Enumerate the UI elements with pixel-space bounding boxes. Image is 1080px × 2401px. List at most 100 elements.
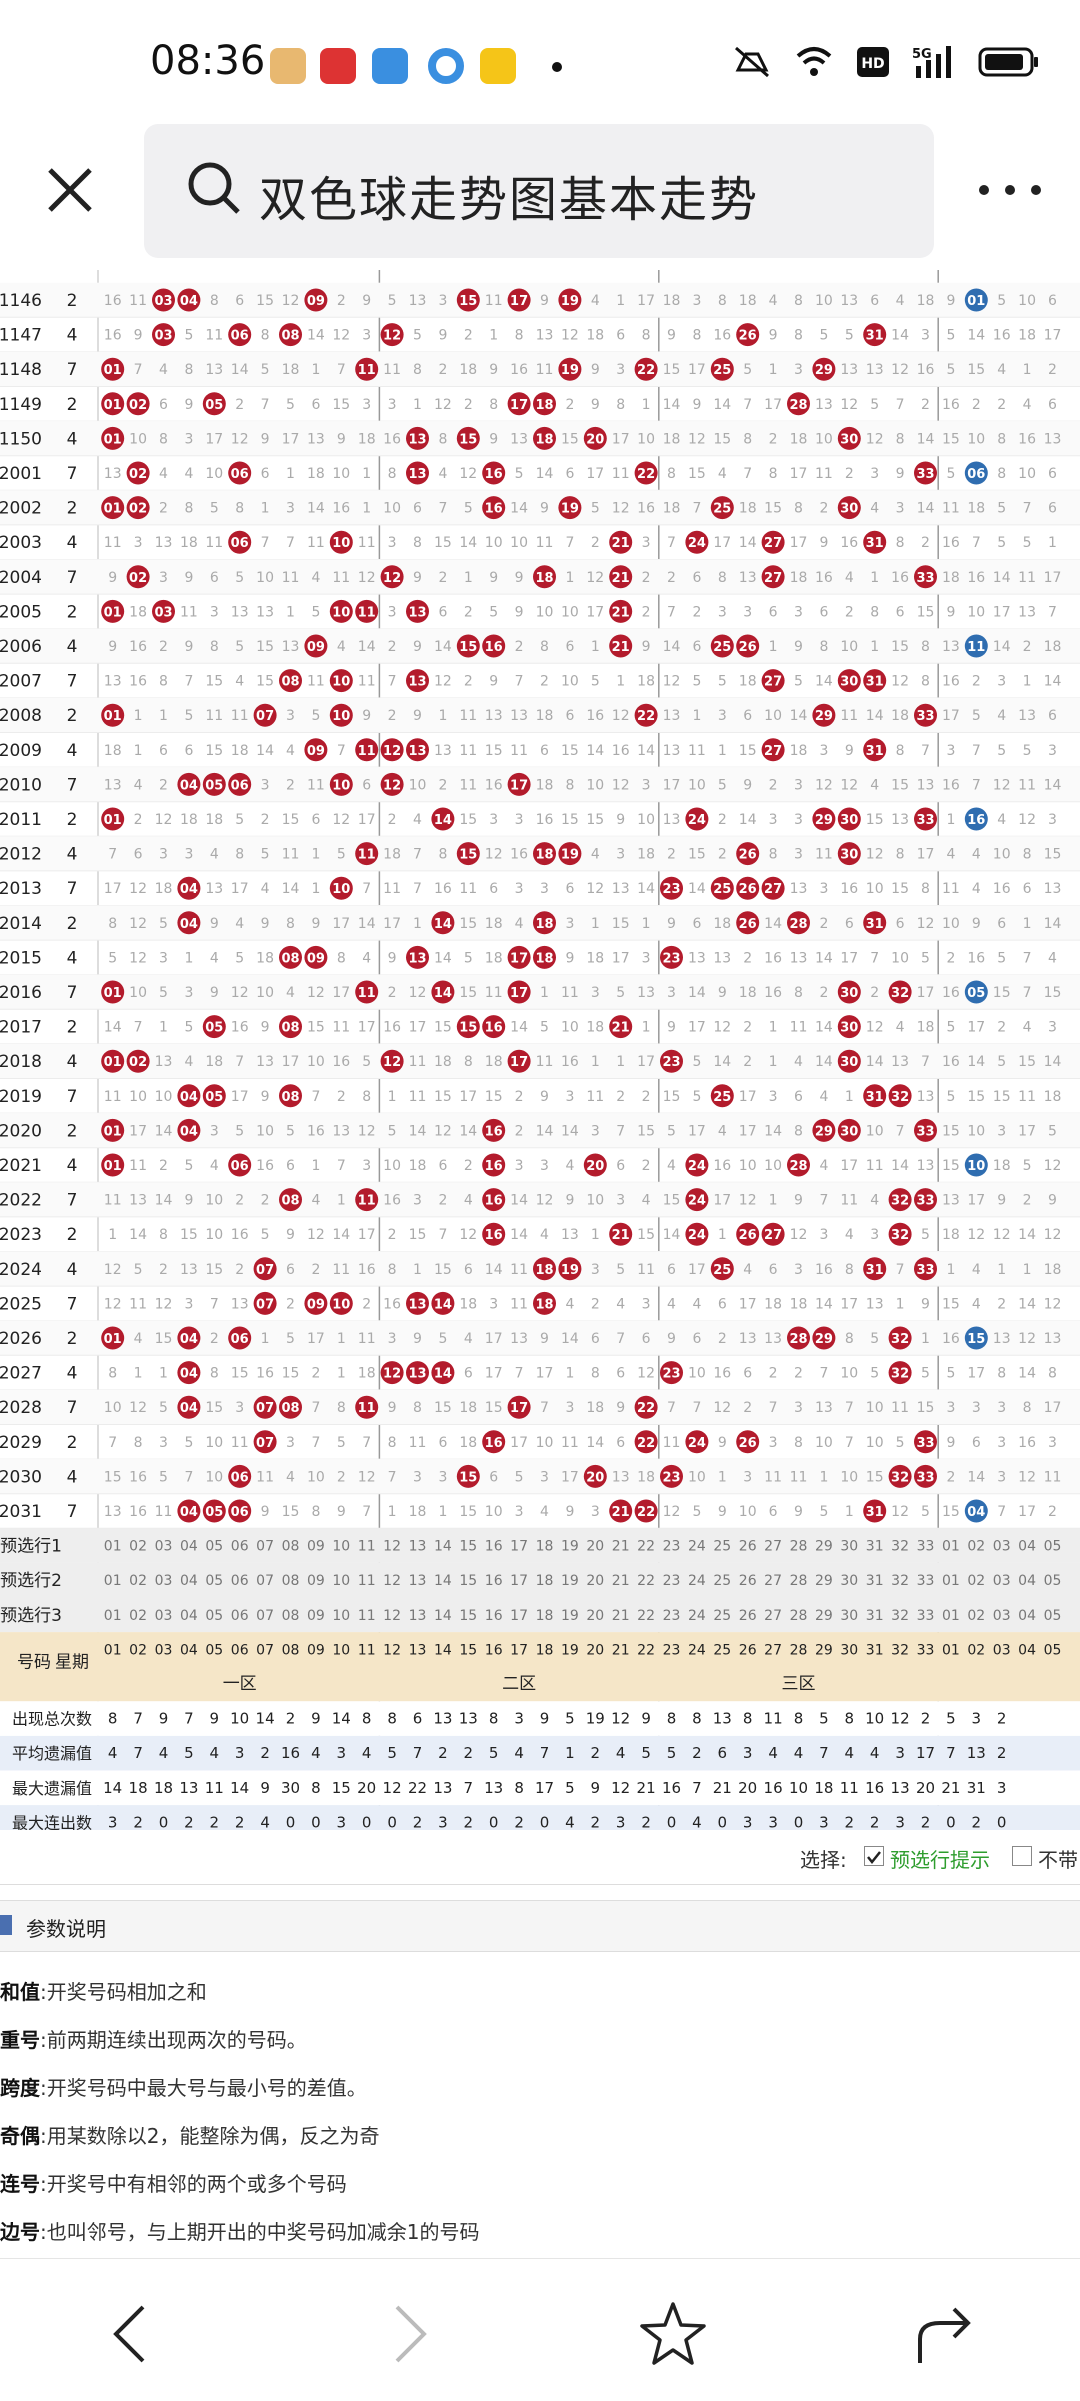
omission-value: 5 (921, 1227, 930, 1243)
omission-value: 13 (231, 1296, 249, 1312)
stats-value: 3 (895, 1813, 905, 1830)
red-ball-number: 05 (205, 1090, 223, 1105)
no-label-checkbox[interactable] (1012, 1846, 1032, 1866)
omission-value: 1 (718, 1227, 727, 1243)
red-ball (101, 1153, 125, 1177)
omission-value: 7 (896, 1123, 905, 1139)
star-icon[interactable] (638, 2299, 708, 2369)
omission-value: 12 (866, 1020, 884, 1036)
preselect-number: 23 (663, 1573, 681, 1589)
red-ball-number: 01 (104, 363, 122, 378)
omission-value: 3 (769, 1435, 778, 1451)
red-ball-number: 33 (916, 1124, 934, 1139)
more-icon[interactable] (970, 170, 1050, 210)
red-ball (914, 565, 937, 589)
red-ball-number: 06 (231, 1470, 249, 1485)
omission-value: 18 (663, 501, 681, 517)
red-ball-number: 08 (281, 329, 299, 344)
param-item: 重号:前两期连续出现两次的号码。 (0, 2024, 307, 2053)
back-icon[interactable] (98, 2299, 168, 2369)
red-ball-number: 04 (180, 1367, 198, 1382)
close-icon[interactable] (40, 160, 100, 220)
period-number: 22031 (0, 1502, 42, 1522)
omission-value: 1 (591, 916, 600, 932)
trend-table[interactable]: 2114621611030486151209295133151117919411… (0, 270, 1080, 1830)
omission-value: 14 (155, 1193, 173, 1209)
red-ball (609, 530, 633, 554)
no-label-option[interactable]: 不带 (1038, 1848, 1078, 1872)
omission-value: 13 (891, 1054, 909, 1070)
preselect-hint-label[interactable]: 预选行提示 (890, 1848, 990, 1872)
omission-value: 18 (231, 743, 249, 759)
omission-value: 12 (993, 1227, 1011, 1243)
omission-value: 3 (184, 847, 193, 863)
omission-value: 8 (794, 985, 803, 1001)
omission-value: 10 (840, 639, 858, 655)
omission-value: 4 (997, 362, 1006, 378)
param-desc: :开奖号码相加之和 (40, 1980, 207, 2004)
red-ball-number: 04 (180, 1124, 198, 1139)
red-ball-number: 33 (916, 467, 934, 482)
preselect-label: 预选行1 (0, 1537, 62, 1557)
red-ball (609, 1222, 633, 1246)
stats-value: 21 (941, 1779, 960, 1797)
stats-value: 3 (337, 1813, 347, 1830)
preselect-number: 01 (942, 1573, 960, 1589)
weekday: 7 (67, 360, 78, 380)
omission-value: 12 (612, 708, 630, 724)
red-ball-number: 22 (637, 1436, 655, 1451)
search-input[interactable]: 双色球走势图基本走势 (144, 124, 934, 258)
omission-value: 10 (866, 881, 884, 897)
omission-value: 3 (286, 708, 295, 724)
stats-value: 2 (870, 1813, 880, 1830)
preselect-hint-checkbox[interactable] (864, 1846, 884, 1866)
omission-value: 10 (536, 1435, 554, 1451)
red-ball (812, 703, 836, 727)
omission-value: 7 (667, 1400, 676, 1416)
omission-value: 15 (434, 1020, 452, 1036)
omission-value: 17 (713, 1193, 731, 1209)
red-ball (812, 1118, 836, 1142)
omission-value: 4 (870, 1193, 879, 1209)
stats-value: 16 (865, 1779, 884, 1797)
omission-value: 14 (688, 985, 706, 1001)
share-icon[interactable] (910, 2299, 980, 2369)
omission-value: 13 (409, 293, 427, 309)
red-ball (456, 288, 480, 312)
omission-value: 2 (642, 604, 651, 620)
omission-value: 6 (565, 466, 574, 482)
red-ball-number: 03 (154, 294, 172, 309)
omission-value: 13 (510, 1331, 528, 1347)
omission-value: 13 (739, 570, 757, 586)
forward-icon[interactable] (372, 2299, 442, 2369)
omission-value: 18 (764, 1296, 782, 1312)
omission-value: 4 (235, 916, 244, 932)
preselect-number: 03 (993, 1608, 1011, 1624)
omission-value: 14 (967, 1054, 985, 1070)
omission-value: 7 (235, 1054, 244, 1070)
red-ball (583, 1153, 607, 1177)
red-ball (177, 1326, 201, 1350)
omission-value: 18 (586, 328, 604, 344)
omission-value: 3 (1048, 1020, 1057, 1036)
stats-value: 12 (611, 1779, 630, 1797)
stats-value: 21 (713, 1779, 732, 1797)
red-ball (533, 842, 556, 866)
omission-value: 4 (565, 1296, 574, 1312)
red-ball (456, 1464, 480, 1488)
omission-value: 11 (688, 743, 706, 759)
red-ball (863, 323, 887, 347)
omission-value: 15 (586, 812, 604, 828)
omission-value: 6 (261, 466, 270, 482)
red-ball-number: 12 (383, 744, 401, 759)
omission-value: 13 (637, 985, 655, 1001)
red-ball (406, 1361, 429, 1385)
weekday: 4 (67, 637, 78, 657)
header-number: 21 (612, 1642, 630, 1658)
omission-value: 9 (261, 1504, 270, 1520)
omission-value: 3 (565, 1400, 574, 1416)
red-ball (380, 1361, 404, 1385)
omission-value: 1 (184, 950, 193, 966)
omission-value: 14 (866, 708, 884, 724)
